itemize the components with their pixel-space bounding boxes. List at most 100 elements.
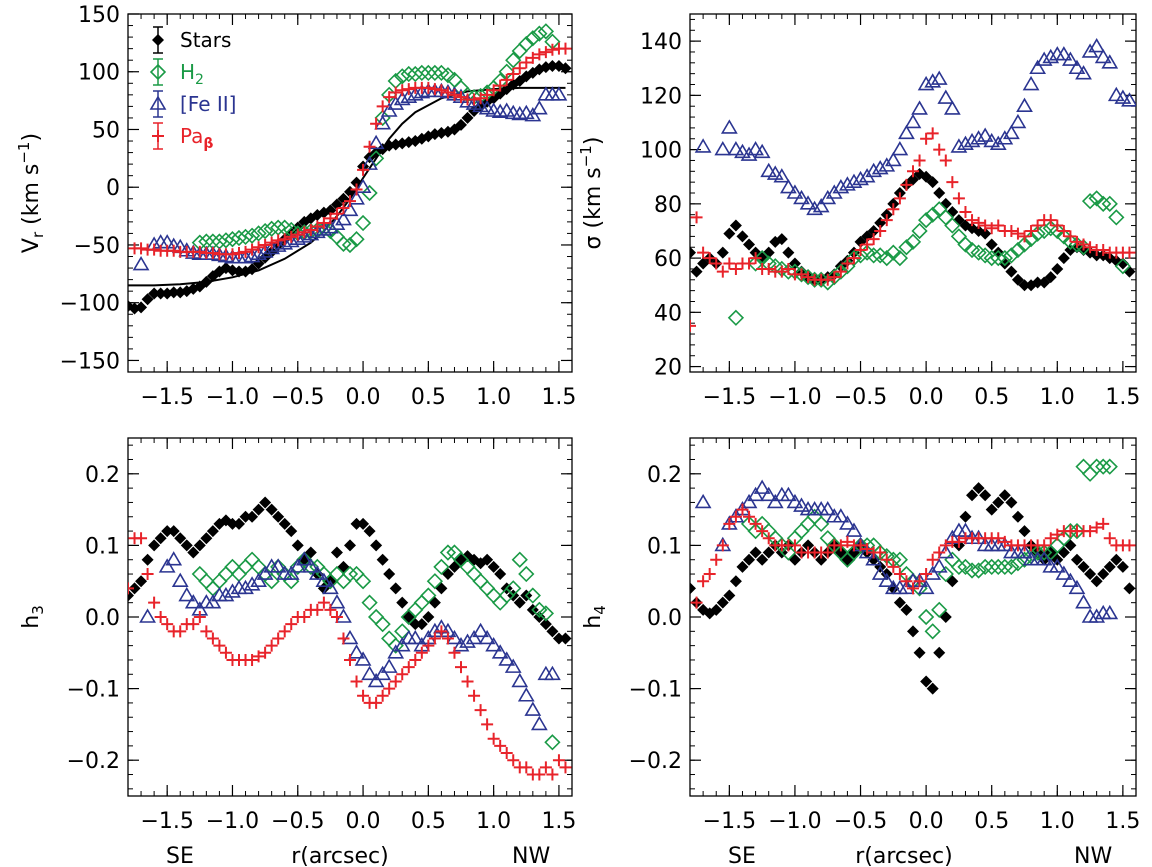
- point-feii: [786, 493, 804, 509]
- point-feii: [884, 151, 902, 167]
- point-stars: [1103, 560, 1116, 573]
- point-pab: [304, 223, 317, 236]
- point-pab: [867, 233, 880, 246]
- point-h2: [845, 249, 863, 267]
- point-pab: [507, 68, 520, 81]
- point-pab: [376, 689, 389, 702]
- point-pab: [880, 553, 893, 566]
- point-pab: [461, 675, 474, 688]
- point-feii: [132, 256, 150, 271]
- point-stars: [141, 293, 154, 306]
- legend-marker-stars: [152, 34, 164, 46]
- point-pab: [311, 603, 324, 616]
- point-feii: [387, 644, 405, 659]
- legend-label-pab: Paβ: [180, 124, 213, 152]
- point-h2: [970, 244, 987, 261]
- point-h2: [354, 214, 372, 232]
- point-pab: [513, 62, 526, 75]
- point-stars: [966, 489, 979, 502]
- point-stars: [161, 525, 174, 538]
- point-feii: [976, 127, 994, 142]
- point-pab: [520, 761, 533, 774]
- point-h2: [1095, 458, 1112, 475]
- ytick-label: 60: [654, 247, 682, 272]
- point-h2: [531, 25, 548, 42]
- series-h2-h3: [191, 544, 561, 751]
- point-stars: [1051, 262, 1064, 275]
- point-stars: [723, 589, 736, 602]
- point-feii: [832, 508, 850, 523]
- point-h2: [335, 235, 352, 252]
- point-pab: [690, 211, 703, 224]
- point-feii: [315, 572, 333, 588]
- point-stars: [559, 632, 572, 645]
- point-h2: [1036, 544, 1053, 561]
- point-pab: [821, 546, 834, 559]
- point-stars: [736, 230, 749, 243]
- point-feii: [171, 572, 189, 588]
- point-feii: [930, 70, 948, 85]
- point-h2: [537, 23, 555, 40]
- point-pab: [422, 639, 435, 652]
- point-pab: [357, 163, 370, 176]
- point-stars: [246, 263, 259, 276]
- point-pab: [428, 632, 441, 645]
- point-pab: [788, 539, 801, 552]
- point-h2: [478, 580, 496, 597]
- point-feii: [1035, 51, 1053, 66]
- point-feii: [511, 672, 529, 688]
- point-stars: [998, 489, 1011, 502]
- point-pab: [265, 639, 278, 652]
- point-feii: [891, 141, 909, 156]
- ytick-label: 150: [78, 3, 120, 28]
- point-h2: [230, 229, 248, 247]
- point-pab: [474, 92, 487, 105]
- ytick-label: 80: [654, 193, 682, 218]
- point-stars: [539, 618, 552, 631]
- point-pab: [213, 639, 226, 652]
- point-h2: [950, 558, 968, 576]
- point-h2: [977, 247, 994, 264]
- point-feii: [544, 665, 561, 681]
- point-h2: [1081, 465, 1099, 482]
- point-feii: [380, 658, 398, 673]
- point-h2: [394, 68, 411, 85]
- point-feii: [865, 551, 883, 566]
- xtick-label: 0.5: [974, 385, 1009, 410]
- point-pab: [559, 761, 572, 774]
- point-pab: [500, 73, 513, 86]
- point-pab: [762, 262, 775, 275]
- point-stars: [396, 596, 409, 609]
- point-pab: [128, 582, 134, 595]
- series-pab-h4: [690, 503, 1136, 609]
- point-pab: [992, 532, 1005, 545]
- series-feii-vr: [132, 82, 568, 271]
- xtick-label: −1.0: [206, 809, 259, 834]
- point-feii: [256, 565, 274, 580]
- point-stars: [422, 611, 435, 623]
- point-stars: [330, 546, 343, 559]
- point-feii: [354, 651, 372, 666]
- point-pab: [148, 243, 161, 256]
- point-stars: [435, 582, 448, 595]
- point-feii: [354, 178, 372, 194]
- point-feii: [779, 486, 797, 502]
- point-pab: [330, 207, 343, 220]
- point-feii: [308, 223, 326, 239]
- series-pab-vr: [128, 42, 572, 261]
- point-pab: [441, 86, 454, 99]
- point-h2: [394, 623, 411, 640]
- point-pab: [723, 257, 736, 270]
- point-feii: [322, 219, 339, 234]
- point-pab: [933, 143, 946, 156]
- point-pab: [363, 140, 376, 153]
- point-h2: [341, 565, 359, 583]
- point-stars: [1123, 582, 1136, 595]
- point-pab: [1084, 525, 1097, 538]
- point-feii: [517, 687, 535, 702]
- point-stars: [337, 560, 350, 573]
- point-feii: [289, 558, 307, 573]
- point-feii: [1029, 59, 1047, 75]
- point-pab: [415, 646, 428, 659]
- point-stars: [167, 286, 180, 299]
